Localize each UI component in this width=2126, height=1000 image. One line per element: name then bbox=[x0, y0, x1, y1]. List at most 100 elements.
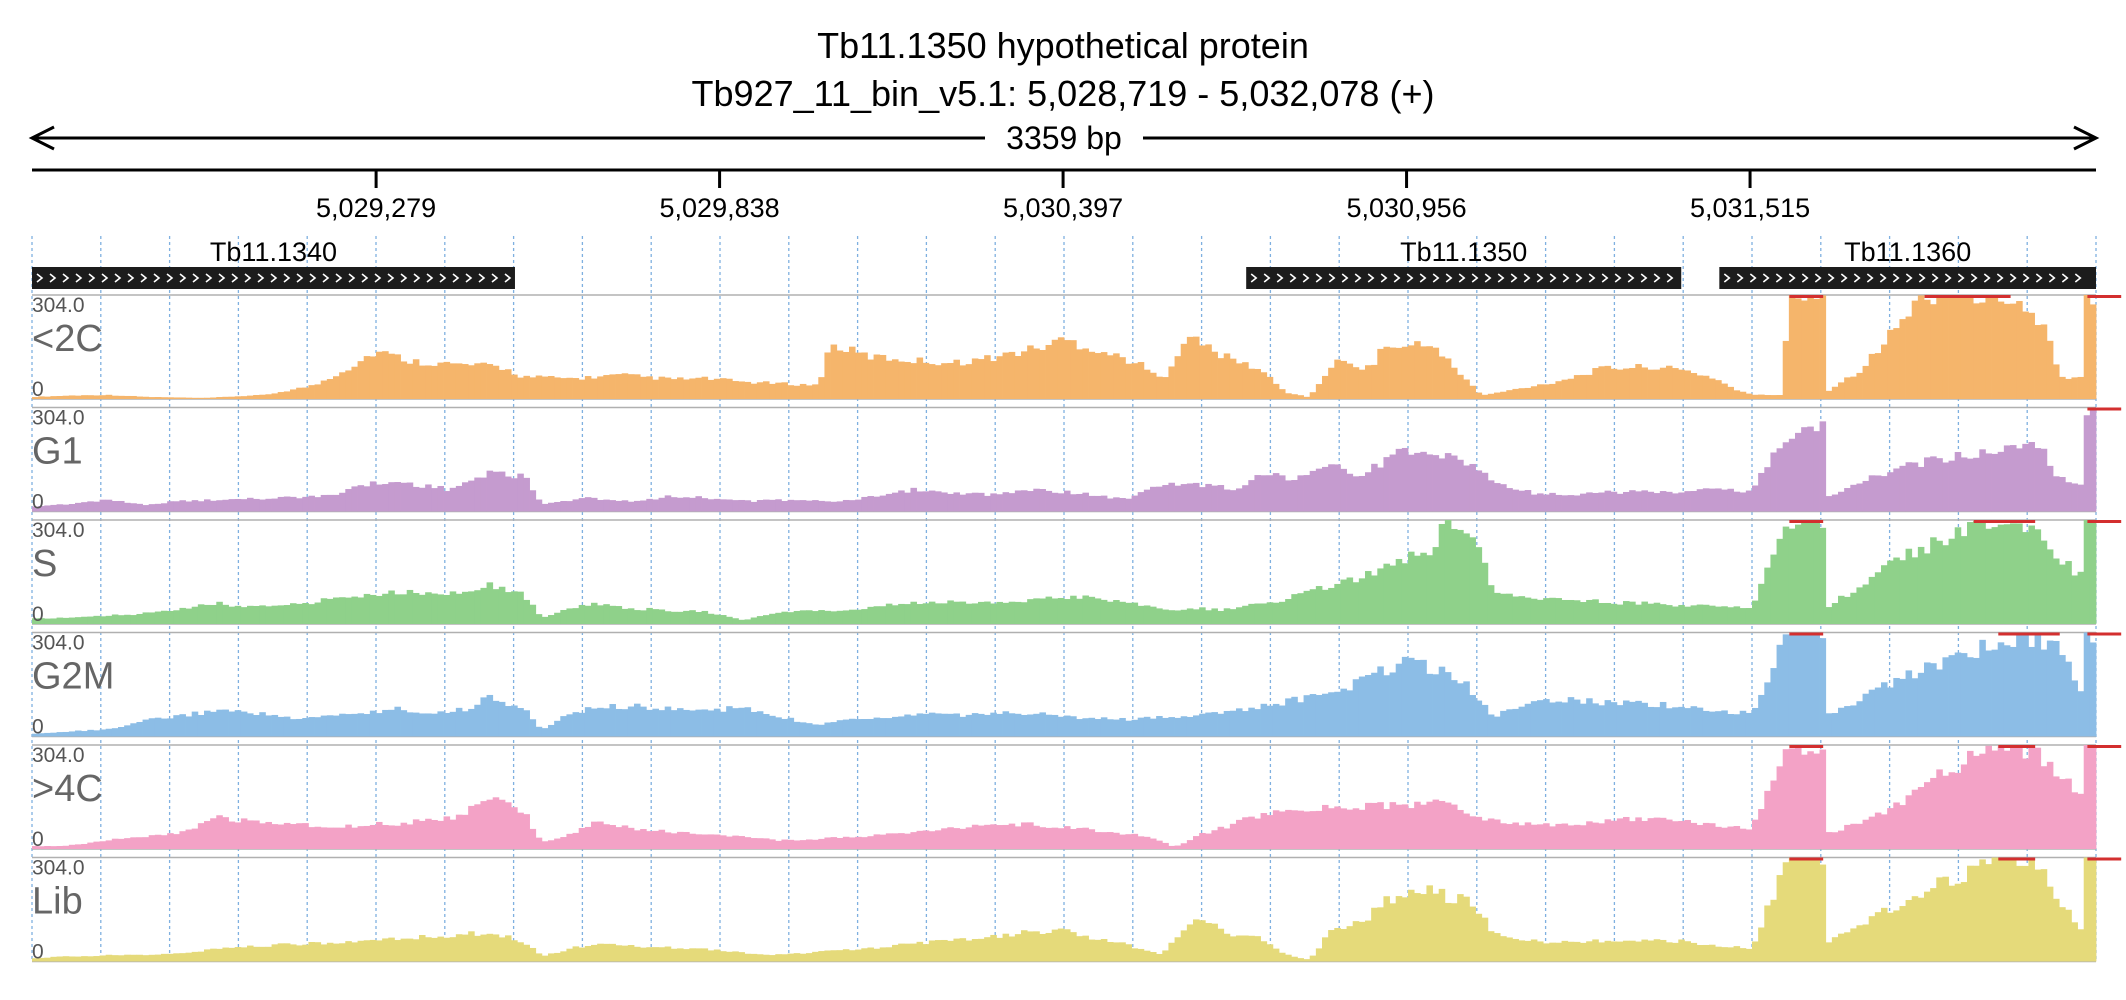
coverage-bar bbox=[1119, 717, 1126, 737]
coverage-bar bbox=[664, 946, 672, 962]
coverage-bar bbox=[830, 722, 838, 737]
track-name-label: >4C bbox=[32, 768, 103, 810]
coverage-bar bbox=[1623, 491, 1630, 512]
coverage-bars bbox=[32, 407, 2097, 512]
coverage-bars bbox=[32, 857, 2097, 962]
strand-chevron-icon bbox=[127, 273, 135, 283]
coverage-bar bbox=[111, 728, 119, 737]
coverage-bar bbox=[1236, 607, 1243, 624]
coverage-bar bbox=[376, 713, 383, 737]
coverage-bar bbox=[523, 710, 530, 737]
coverage-bar bbox=[326, 827, 334, 849]
coverage-bar bbox=[1678, 706, 1685, 737]
gene-label: Tb11.1350 bbox=[1400, 237, 1527, 267]
coverage-bar bbox=[142, 612, 150, 624]
strand-chevron-icon bbox=[1471, 273, 1479, 283]
coverage-bar bbox=[1985, 528, 1992, 624]
coverage-bar bbox=[996, 825, 1003, 849]
coverage-bar bbox=[161, 953, 168, 962]
track-4: 304.0>4C0 bbox=[32, 744, 2122, 851]
coverage-bar bbox=[535, 375, 543, 399]
coverage-bar bbox=[566, 833, 573, 849]
coverage-bar bbox=[879, 718, 887, 737]
coverage-bar bbox=[922, 603, 930, 624]
coverage-bar bbox=[597, 605, 604, 624]
strand-chevron-icon bbox=[1250, 273, 1258, 283]
coverage-bar bbox=[1702, 375, 1710, 399]
coverage-bar bbox=[1709, 378, 1716, 399]
coverage-bar bbox=[1967, 295, 1974, 399]
coverage-bar bbox=[1887, 329, 1894, 399]
strand-chevron-icon bbox=[413, 273, 421, 283]
coverage-bar bbox=[1979, 520, 1986, 624]
coverage-bar bbox=[283, 822, 291, 849]
coverage-bar bbox=[842, 836, 850, 849]
coverage-bar bbox=[916, 941, 924, 962]
coverage-bar bbox=[695, 377, 702, 399]
coverage-bar bbox=[1481, 704, 1489, 737]
coverage-bar bbox=[32, 733, 39, 737]
coverage-bar bbox=[1371, 907, 1378, 962]
coverage-bar bbox=[38, 733, 45, 737]
coverage-bar bbox=[474, 590, 481, 624]
coverage-bar bbox=[1248, 368, 1255, 399]
coverage-bar bbox=[670, 833, 678, 849]
clip-indicator bbox=[1973, 520, 2036, 523]
strand-chevron-icon bbox=[270, 273, 278, 283]
coverage-bar bbox=[744, 619, 752, 624]
coverage-bar bbox=[1592, 822, 1599, 849]
coverage-bar bbox=[1960, 536, 1968, 624]
coverage-bar bbox=[523, 477, 530, 512]
coverage-bar bbox=[443, 491, 451, 512]
coverage-bar bbox=[885, 493, 893, 512]
coverage-bar bbox=[1795, 857, 1802, 962]
coverage-bar bbox=[1438, 458, 1446, 512]
coverage-bar bbox=[1377, 467, 1384, 512]
coverage-bar bbox=[1395, 896, 1403, 962]
coverage-bar bbox=[1481, 562, 1489, 624]
coverage-bar bbox=[713, 614, 721, 624]
coverage-bar bbox=[1567, 495, 1575, 512]
coverage-bar bbox=[1537, 941, 1544, 962]
coverage-bar bbox=[93, 956, 100, 962]
coverage-bar bbox=[259, 712, 266, 737]
coverage-bar bbox=[953, 828, 960, 849]
coverage-bar bbox=[1064, 929, 1071, 962]
coverage-bar bbox=[904, 833, 911, 849]
coverage-bar bbox=[1819, 527, 1827, 624]
coverage-bar bbox=[517, 473, 524, 512]
coverage-bar bbox=[2034, 632, 2042, 737]
coverage-bar bbox=[1586, 941, 1593, 962]
strand-chevron-icon bbox=[478, 273, 486, 283]
coverage-bar bbox=[1186, 924, 1194, 962]
coverage-bar bbox=[302, 496, 309, 512]
coverage-bar bbox=[1868, 689, 1876, 737]
coverage-bar bbox=[1236, 935, 1243, 962]
coverage-bar bbox=[1033, 348, 1040, 399]
coverage-bar bbox=[1727, 488, 1734, 512]
coverage-bar bbox=[609, 500, 616, 512]
coverage-bar bbox=[578, 379, 586, 399]
coverage-bar bbox=[560, 951, 567, 962]
coverage-bar bbox=[1831, 494, 1839, 512]
coverage-bar bbox=[511, 478, 518, 512]
coverage-bar bbox=[554, 952, 561, 962]
coverage-bar bbox=[560, 837, 567, 849]
track-name-label: <2C bbox=[32, 318, 103, 360]
strand-chevron-icon bbox=[322, 273, 330, 283]
strand-chevron-icon bbox=[1432, 273, 1440, 283]
coverage-bar bbox=[1279, 952, 1286, 962]
coverage-bar bbox=[1444, 453, 1452, 512]
coverage-bar bbox=[1825, 496, 1833, 512]
coverage-bar bbox=[1014, 490, 1022, 512]
coverage-bar bbox=[1709, 488, 1716, 512]
coverage-bar bbox=[56, 617, 64, 624]
coverage-bar bbox=[1371, 364, 1378, 399]
coverage-bar bbox=[1021, 351, 1028, 399]
coverage-bar bbox=[1567, 825, 1575, 849]
coverage-bar bbox=[1248, 816, 1255, 849]
coverage-bar bbox=[904, 943, 911, 962]
coverage-bar bbox=[1979, 302, 1986, 399]
coverage-bar bbox=[683, 831, 690, 849]
coverage-bar bbox=[326, 715, 334, 737]
